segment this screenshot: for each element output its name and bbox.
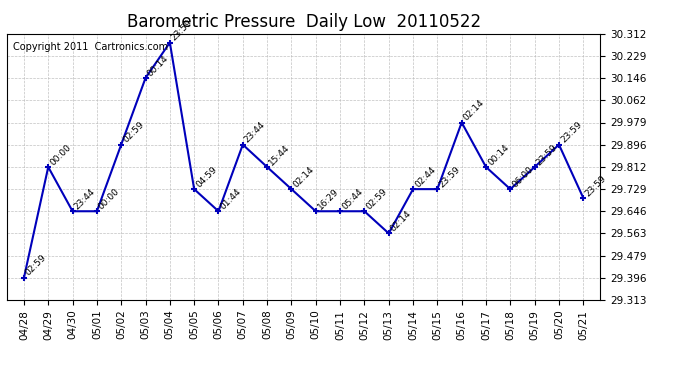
Text: 02:14: 02:14	[388, 209, 413, 233]
Text: 15:44: 15:44	[267, 142, 292, 167]
Text: 23:44: 23:44	[72, 187, 97, 211]
Text: 23:59: 23:59	[437, 165, 462, 189]
Text: 00:14: 00:14	[486, 142, 511, 167]
Text: 02:14: 02:14	[462, 98, 486, 123]
Text: Copyright 2011  Cartronics.com: Copyright 2011 Cartronics.com	[13, 42, 168, 52]
Text: 23:59: 23:59	[170, 18, 195, 42]
Text: 23:59: 23:59	[535, 142, 559, 167]
Text: 05:44: 05:44	[340, 187, 364, 211]
Text: 23:59: 23:59	[559, 120, 584, 145]
Text: 02:59: 02:59	[121, 120, 146, 145]
Text: 02:59: 02:59	[364, 187, 389, 211]
Text: 04:59: 04:59	[194, 165, 219, 189]
Text: 16:29: 16:29	[316, 187, 340, 211]
Text: 02:14: 02:14	[291, 165, 316, 189]
Text: 06:00: 06:00	[511, 165, 535, 189]
Text: 23:44: 23:44	[243, 120, 267, 145]
Text: 02:59: 02:59	[24, 253, 48, 278]
Text: 01:44: 01:44	[219, 187, 243, 211]
Text: 02:44: 02:44	[413, 165, 437, 189]
Text: 23:59: 23:59	[583, 173, 608, 198]
Text: 00:00: 00:00	[48, 142, 73, 167]
Title: Barometric Pressure  Daily Low  20110522: Barometric Pressure Daily Low 20110522	[126, 13, 481, 31]
Text: 00:00: 00:00	[97, 187, 121, 211]
Text: 00:14: 00:14	[146, 53, 170, 78]
